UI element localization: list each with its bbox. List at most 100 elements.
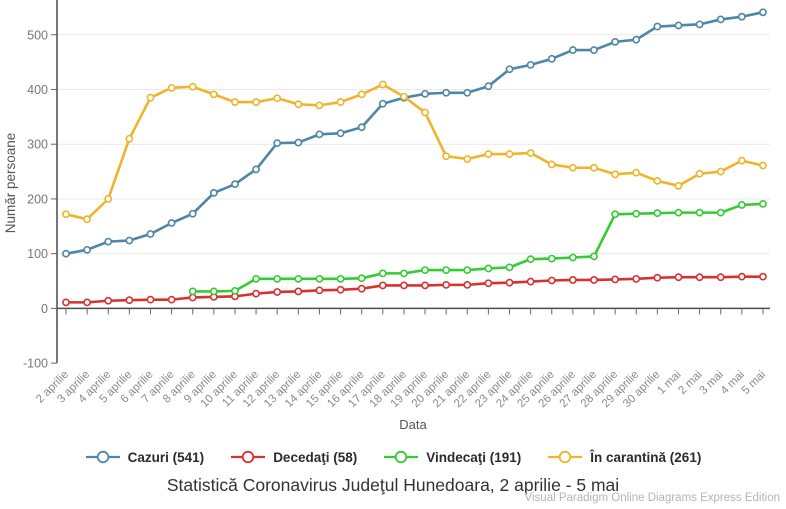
data-point [104,237,113,246]
data-point [737,156,746,165]
data-point [590,163,598,172]
data-point [188,287,197,296]
data-point [568,276,577,284]
data-point [315,274,324,283]
data-point [146,93,155,102]
data-point [167,219,176,227]
data-point [252,274,260,283]
y-gridlines [57,34,770,255]
data-point [759,161,767,170]
data-point [188,209,197,218]
x-axis-title: Data [399,417,427,432]
data-point [526,60,535,69]
data-point [83,215,92,224]
data-point [421,89,429,98]
legend-item: Cazuri (541) [85,450,204,465]
data-point [632,209,641,218]
data-point [547,160,556,169]
data-point [336,274,345,283]
data-point [611,210,620,219]
legend-item: Decedaţi (58) [230,450,357,465]
data-point [526,149,535,157]
data-point [611,37,620,46]
data-point [568,163,577,172]
data-point [315,286,324,295]
data-point [336,285,345,294]
data-point [505,65,514,74]
data-point [294,287,303,296]
data-point [294,274,303,283]
data-point [653,176,662,185]
data-point [125,236,134,245]
data-point [209,189,218,197]
data-point [463,88,472,97]
data-point [378,269,387,278]
legend-label: În carantină (261) [590,449,702,465]
svg-text:0: 0 [41,302,48,316]
data-point [463,155,472,163]
data-point [104,195,113,203]
data-point [357,90,366,99]
data-point [463,280,472,289]
data-point [273,139,282,148]
data-point [336,129,345,138]
data-point [62,249,70,258]
data-point [378,281,387,290]
data-point [400,281,408,290]
data-point [442,280,451,289]
data-point [611,170,620,179]
data-point [716,208,725,217]
data-point [716,167,725,176]
legend-marker-icon [231,450,266,464]
data-point [547,254,556,263]
data-point [83,245,92,254]
svg-text:200: 200 [27,192,48,206]
data-point [568,253,577,262]
data-point [505,150,514,158]
data-point [737,12,746,21]
data-point [378,80,387,89]
data-point [421,266,429,274]
svg-text:300: 300 [27,138,48,152]
data-point [273,288,282,296]
series-cazuri- [62,8,767,258]
data-point [653,22,662,31]
svg-text:500: 500 [27,28,48,42]
data-point [674,21,683,30]
data-point [315,101,324,110]
data-point [167,295,176,304]
data-point [590,276,598,284]
data-point [695,273,704,282]
data-point [231,180,239,189]
legend-item: Vindecaţi (191) [383,450,521,465]
data-point [378,99,387,108]
data-point [568,46,577,54]
legend-label: Decedaţi (58) [273,449,358,465]
data-point [83,298,92,307]
legend-marker-icon [548,450,583,464]
data-point [336,98,345,106]
data-point [357,274,366,283]
data-point [273,274,282,283]
data-point [315,130,324,139]
data-point [209,287,218,296]
data-point [737,272,746,281]
data-point [62,298,70,307]
data-point [252,165,260,174]
svg-text:-100: -100 [23,357,48,371]
series-deceda-i- [62,272,767,307]
legend-marker-icon [384,450,419,464]
data-point [526,255,535,264]
data-point [632,35,641,44]
chart-title: Statistică Coronavirus Judeţul Hunedoara… [166,475,620,495]
data-point [632,168,641,177]
data-point [505,263,514,272]
series-vindeca-i- [188,199,767,296]
data-point [421,281,429,290]
data-point [125,296,134,305]
data-point [146,230,155,238]
data-point [294,138,303,147]
data-point [62,210,70,219]
data-point [716,273,725,282]
